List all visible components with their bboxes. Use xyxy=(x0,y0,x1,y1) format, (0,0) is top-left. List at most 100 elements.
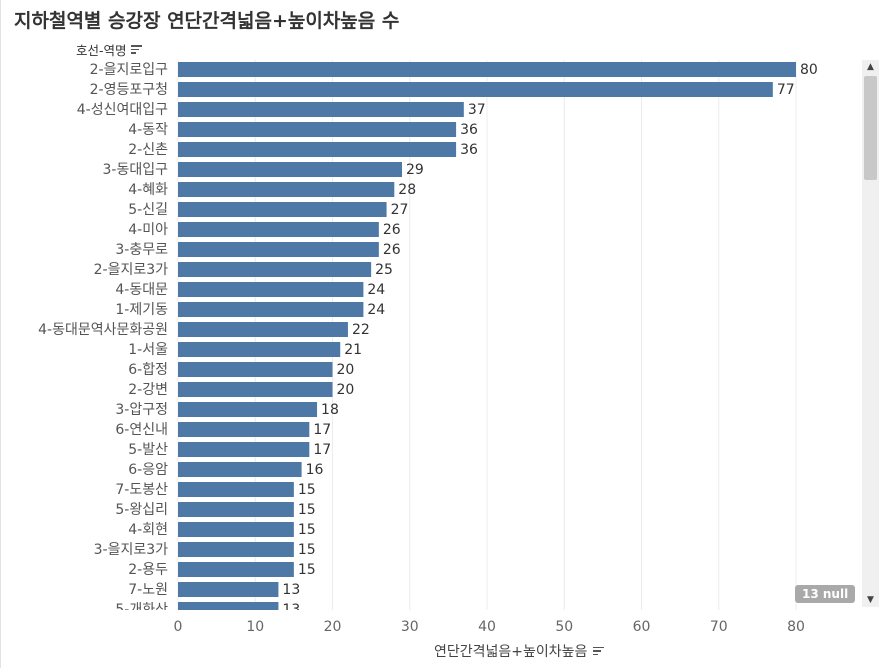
bar[interactable] xyxy=(178,262,372,277)
bar[interactable] xyxy=(178,142,457,157)
bar-value-label: 16 xyxy=(306,462,324,478)
x-axis-title[interactable]: 연단간격넓음+높이차높음 xyxy=(434,641,605,661)
bar[interactable] xyxy=(178,202,387,217)
x-tick-label: 60 xyxy=(633,619,651,635)
bar[interactable] xyxy=(178,322,348,337)
x-tick-label: 70 xyxy=(710,619,728,635)
bar[interactable] xyxy=(178,382,333,397)
bar-value-label: 17 xyxy=(313,422,331,438)
chart-title: 지하철역별 승강장 연단간격넓음+높이차높음 수 xyxy=(14,10,400,32)
bar-value-label: 18 xyxy=(321,402,339,418)
category-label: 5-발산 xyxy=(128,442,168,458)
category-label: 4-성신여대입구 xyxy=(77,102,168,118)
bar[interactable] xyxy=(178,522,294,537)
bar[interactable] xyxy=(178,502,294,517)
scroll-up-icon[interactable]: ▲ xyxy=(867,62,874,72)
x-axis: 0 10 20 30 40 50 60 70 80 xyxy=(174,619,805,635)
plot-area: 2-을지로입구 80 2-영등포구청 77 4-성신여대입구 37 4-동작 36 2-신촌 36… xyxy=(38,62,818,618)
category-label: 2-을지로입구 xyxy=(90,62,168,78)
category-label: 6-합정 xyxy=(128,362,168,378)
category-label: 4-동작 xyxy=(128,122,168,138)
bar-value-label: 15 xyxy=(298,542,316,558)
category-label: 2-영등포구청 xyxy=(90,82,168,98)
x-tick-label: 0 xyxy=(174,619,183,635)
bar[interactable] xyxy=(178,302,364,317)
bar-value-label: 15 xyxy=(298,482,316,498)
category-label: 2-강변 xyxy=(128,382,168,398)
x-tick-label: 20 xyxy=(324,619,342,635)
category-label: 5-왕십리 xyxy=(115,502,168,518)
x-tick-label: 50 xyxy=(555,619,573,635)
category-label: 5-신길 xyxy=(128,202,168,218)
bar[interactable] xyxy=(178,62,796,77)
bar-value-label: 37 xyxy=(468,102,486,118)
bar-value-label: 29 xyxy=(406,162,424,178)
scroll-down-icon[interactable]: ▼ xyxy=(867,595,874,605)
bar[interactable] xyxy=(178,122,457,137)
bar[interactable] xyxy=(178,282,364,297)
bar[interactable] xyxy=(178,362,333,377)
bar[interactable] xyxy=(178,222,379,237)
category-label: 4-미아 xyxy=(128,222,168,238)
bar-value-label: 20 xyxy=(337,362,355,378)
bar-value-label: 13 xyxy=(282,582,300,598)
category-label: 5-개화산 xyxy=(115,602,168,618)
bar-value-label: 28 xyxy=(398,182,416,198)
x-tick-label: 30 xyxy=(401,619,419,635)
bar[interactable] xyxy=(178,462,302,477)
category-label: 3-충무로 xyxy=(115,242,168,258)
bar-value-label: 24 xyxy=(367,282,385,298)
bar-value-label: 13 xyxy=(282,602,300,618)
category-label: 6-연신내 xyxy=(115,422,168,438)
bar-value-label: 24 xyxy=(367,302,385,318)
null-count-badge[interactable]: 13 null xyxy=(795,585,856,603)
x-axis-title-label: 연단간격넓음+높이차높음 xyxy=(434,644,588,660)
bar[interactable] xyxy=(178,242,379,257)
bar-value-label: 26 xyxy=(383,222,401,238)
bar-value-label: 36 xyxy=(460,142,478,158)
bar[interactable] xyxy=(178,422,310,437)
scrollbar-thumb[interactable] xyxy=(864,76,877,180)
bar[interactable] xyxy=(178,542,294,557)
x-tick-label: 40 xyxy=(478,619,496,635)
bar[interactable] xyxy=(178,82,773,97)
bar-value-label: 15 xyxy=(298,502,316,518)
x-tick-label: 10 xyxy=(246,619,264,635)
category-label: 3-동대입구 xyxy=(103,162,169,178)
bar[interactable] xyxy=(178,342,341,357)
category-label: 4-동대문 xyxy=(115,282,168,298)
bar-value-label: 77 xyxy=(777,82,795,98)
bar[interactable] xyxy=(178,162,403,177)
category-label: 3-을지로3가 xyxy=(94,542,169,558)
bar[interactable] xyxy=(178,562,294,577)
bar-value-label: 26 xyxy=(383,242,401,258)
category-label: 6-응암 xyxy=(128,462,168,478)
bar-value-label: 80 xyxy=(800,62,818,78)
bar[interactable] xyxy=(178,442,310,457)
category-label: 1-서울 xyxy=(128,342,168,358)
bar-value-label: 21 xyxy=(344,342,362,358)
bar[interactable] xyxy=(178,602,279,617)
category-label: 2-을지로3가 xyxy=(94,262,169,278)
bar[interactable] xyxy=(178,102,464,117)
bar[interactable] xyxy=(178,482,294,497)
category-label: 2-용두 xyxy=(128,562,168,578)
bar-value-label: 15 xyxy=(298,522,316,538)
bar[interactable] xyxy=(178,182,395,197)
vertical-scrollbar[interactable]: ▲ ▼ xyxy=(862,60,879,607)
x-tick-label: 80 xyxy=(787,619,805,635)
row-header-label: 호선-역명 xyxy=(76,43,127,58)
category-label: 1-제기동 xyxy=(115,302,168,318)
sort-icon[interactable] xyxy=(130,45,142,54)
bar-value-label: 36 xyxy=(460,122,478,138)
bar-value-label: 27 xyxy=(391,202,409,218)
bar-value-label: 20 xyxy=(337,382,355,398)
row-header[interactable]: 호선-역명 xyxy=(76,40,142,59)
sort-icon[interactable] xyxy=(593,646,605,656)
bar-value-label: 17 xyxy=(313,442,331,458)
bar[interactable] xyxy=(178,402,318,417)
category-label: 7-도봉산 xyxy=(115,482,168,498)
bar[interactable] xyxy=(178,582,279,597)
category-label: 4-혜화 xyxy=(128,182,168,198)
